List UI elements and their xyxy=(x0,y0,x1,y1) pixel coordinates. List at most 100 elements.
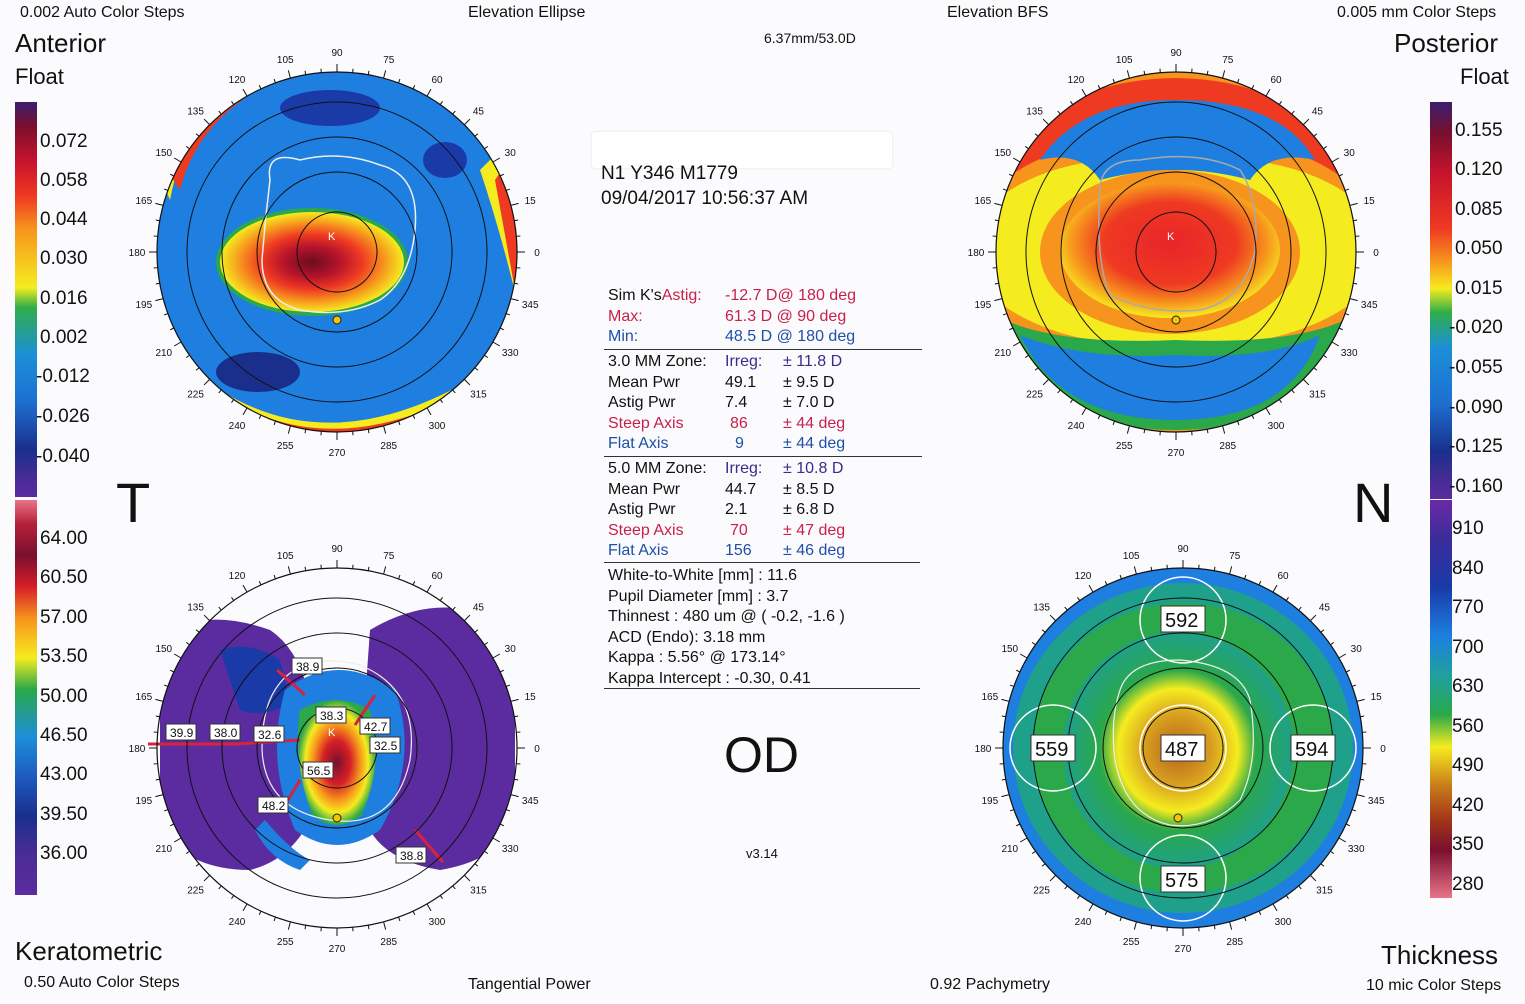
map-tick xyxy=(398,420,401,426)
divider xyxy=(604,688,920,689)
angle-label: 345 xyxy=(522,300,539,311)
map-tick xyxy=(195,629,200,633)
zone5-astig-pm: ± 6.8 D xyxy=(783,501,835,518)
map-tick xyxy=(1338,327,1343,331)
map-tick xyxy=(505,188,511,191)
keratometric-title: Keratometric xyxy=(15,936,163,966)
thickness-zone-circles xyxy=(1009,576,1357,922)
angle-label: 195 xyxy=(135,796,152,807)
map-tick xyxy=(170,669,175,673)
simk-max-value: 61.3 D @ 90 deg xyxy=(725,307,847,325)
map-tick xyxy=(492,653,501,659)
thickness-value-top: 592 xyxy=(1165,610,1198,632)
divider xyxy=(604,456,922,457)
angle-label: 45 xyxy=(1312,107,1324,118)
scale-label: 630 xyxy=(1452,676,1484,697)
map-tick xyxy=(398,78,401,84)
map-tick xyxy=(383,921,387,930)
map-tick xyxy=(185,642,190,646)
map-tick xyxy=(1251,85,1255,90)
kappa: Kappa : 5.56° @ 173.14° xyxy=(608,649,786,666)
thickness-value-left: 559 xyxy=(1035,739,1068,761)
callout-value: 42.7 xyxy=(364,720,388,734)
map-tick xyxy=(1309,874,1317,882)
map-tick xyxy=(304,429,307,434)
scale-label: 0.058 xyxy=(40,170,88,191)
scale-label: -0.026 xyxy=(36,406,90,427)
map-tick xyxy=(242,88,248,97)
map-tick xyxy=(499,327,504,331)
map-tick xyxy=(499,173,504,177)
angle-label: 195 xyxy=(135,300,152,311)
map-tick xyxy=(1042,118,1050,126)
thinnest-point: Thinnest : 480 um @ ( -0.2, -1.6 ) xyxy=(608,608,845,625)
map-tick xyxy=(1064,606,1068,611)
angle-label: 120 xyxy=(1068,75,1085,86)
map-tick xyxy=(155,282,160,285)
angle-label: 105 xyxy=(277,551,294,562)
thickness-pupil-outline xyxy=(1112,659,1254,827)
thickness-values: 592 559 487 594 575 xyxy=(1030,605,1336,893)
map-tick xyxy=(1031,850,1036,854)
zone3-mean-label: Mean Pwr xyxy=(608,373,681,391)
callout-value: 39.9 xyxy=(170,726,194,740)
angle-label: 210 xyxy=(1001,844,1018,855)
map-tick xyxy=(1272,584,1278,593)
map-tick xyxy=(1019,837,1028,843)
map-tick xyxy=(170,327,175,331)
map-tick xyxy=(1016,669,1021,673)
angle-label: 15 xyxy=(1371,692,1383,703)
angle-label: 105 xyxy=(277,55,294,66)
scale-label: 0.072 xyxy=(40,131,88,152)
callout-value: 38.9 xyxy=(296,660,320,674)
map-tick xyxy=(1012,157,1021,163)
angle-label: 135 xyxy=(187,107,204,118)
map-tick xyxy=(231,596,235,601)
thickness-value-right: 594 xyxy=(1295,739,1328,761)
map-tick xyxy=(1009,809,1015,812)
map-tick xyxy=(1291,389,1295,394)
map-tick xyxy=(452,389,456,394)
map-tick xyxy=(273,574,276,580)
anterior-sub: Float xyxy=(15,64,64,89)
map-tick xyxy=(514,219,519,222)
map-tick xyxy=(1323,146,1328,150)
scale-label: 560 xyxy=(1452,716,1484,737)
angle-label: 60 xyxy=(1277,571,1289,582)
angle-label: 315 xyxy=(470,885,487,896)
zone5-steep-label: Steep Axis xyxy=(608,521,684,539)
angle-label: 210 xyxy=(155,844,172,855)
angle-label: 270 xyxy=(1175,944,1192,955)
angle-label: 105 xyxy=(1123,551,1140,562)
map-tick xyxy=(1229,921,1233,930)
map-tick xyxy=(505,684,511,687)
map-tick xyxy=(994,202,1003,206)
keratometric-pupil-outline xyxy=(261,660,412,822)
scale-label: -0.090 xyxy=(1449,397,1503,418)
map-tick xyxy=(426,584,432,593)
posterior-sub: Float xyxy=(1460,64,1509,89)
map-tick xyxy=(155,698,164,702)
map-tick xyxy=(218,606,222,611)
map-tick xyxy=(155,715,160,718)
zone3-astig-value: 7.4 xyxy=(725,394,748,411)
map-tick xyxy=(484,850,489,854)
map-tick xyxy=(412,910,416,915)
scale-label: 700 xyxy=(1452,637,1484,658)
zone3-steep-pm: ± 44 deg xyxy=(783,414,846,432)
angle-label: 255 xyxy=(1116,441,1133,452)
map-tick xyxy=(1330,850,1335,854)
map-tick xyxy=(1104,581,1108,586)
map-tick xyxy=(412,581,416,586)
map-tick xyxy=(1330,642,1335,646)
angle-label: 0 xyxy=(1373,248,1379,259)
map-tick xyxy=(426,903,432,912)
angle-label: 0 xyxy=(534,248,540,259)
thickness-title: Thickness xyxy=(1381,940,1499,970)
scale-label: 64.00 xyxy=(40,528,88,549)
angle-label: 150 xyxy=(994,148,1011,159)
map-tick xyxy=(1126,425,1130,434)
callout-value: 32.6 xyxy=(258,728,282,742)
map-tick xyxy=(1133,921,1137,930)
